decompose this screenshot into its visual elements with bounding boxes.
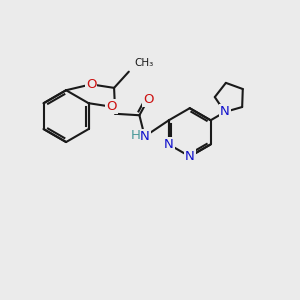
Text: O: O (86, 78, 96, 91)
Text: N: N (164, 138, 174, 151)
Text: H: H (130, 129, 140, 142)
Text: O: O (143, 93, 154, 106)
Text: O: O (106, 100, 117, 113)
Text: N: N (220, 106, 230, 118)
Text: N: N (185, 150, 195, 163)
Text: N: N (140, 130, 150, 143)
Text: CH₃: CH₃ (134, 58, 153, 68)
